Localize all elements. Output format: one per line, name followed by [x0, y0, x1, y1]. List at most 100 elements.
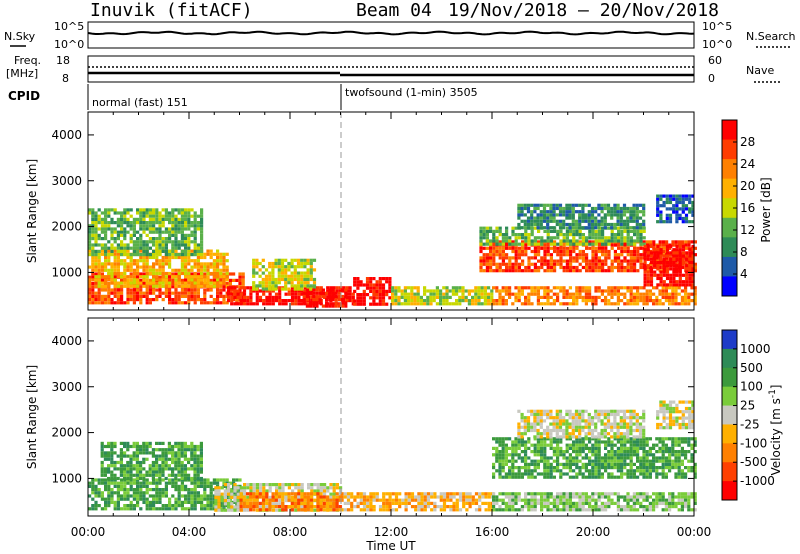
data-cell — [212, 284, 216, 288]
data-cell — [177, 497, 181, 501]
data-cell — [214, 508, 218, 512]
data-cell — [316, 495, 320, 499]
data-cell — [559, 242, 563, 246]
data-cell — [656, 204, 660, 208]
data-cell — [136, 253, 140, 257]
data-cell — [398, 501, 402, 505]
data-cell — [366, 498, 370, 502]
data-cell — [594, 246, 598, 250]
data-cell — [413, 299, 417, 303]
data-cell — [626, 259, 630, 263]
data-cell — [688, 194, 692, 198]
data-cell — [110, 457, 114, 461]
data-cell — [597, 236, 601, 240]
data-cell — [517, 242, 521, 246]
data-cell — [216, 478, 220, 482]
data-cell — [271, 295, 275, 299]
data-cell — [158, 491, 162, 495]
data-cell — [480, 302, 484, 306]
data-cell — [91, 294, 95, 298]
data-cell — [300, 483, 304, 487]
data-cell — [187, 491, 191, 495]
data-cell — [158, 278, 162, 282]
data-cell — [258, 268, 262, 272]
data-cell — [546, 249, 550, 254]
data-cell — [245, 505, 250, 509]
data-cell — [233, 302, 237, 306]
data-cell — [281, 299, 285, 303]
data-cell — [514, 269, 518, 273]
data-cell — [168, 230, 172, 234]
data-cell — [91, 221, 95, 225]
data-cell — [296, 265, 301, 269]
data-cell — [353, 299, 357, 303]
data-cell — [524, 269, 528, 273]
data-cell — [214, 486, 218, 490]
data-cell — [656, 213, 660, 217]
data-cell — [426, 492, 431, 496]
data-cell — [665, 200, 669, 205]
data-cell — [620, 299, 624, 303]
data-cell — [126, 467, 130, 471]
data-cell — [685, 280, 689, 284]
data-cell — [403, 292, 407, 296]
data-cell — [617, 233, 621, 237]
data-cell — [323, 486, 327, 490]
data-cell — [132, 291, 136, 295]
data-cell — [423, 292, 427, 296]
data-cell — [581, 206, 585, 211]
data-cell — [413, 302, 417, 306]
data-cell — [161, 441, 165, 445]
data-cell — [158, 497, 162, 501]
data-cell — [498, 443, 502, 447]
data-cell — [116, 500, 120, 504]
data-cell — [307, 483, 311, 487]
data-cell — [148, 464, 152, 468]
data-cell — [362, 299, 366, 303]
data-cell — [113, 281, 117, 285]
data-cell — [404, 495, 408, 499]
data-cell — [145, 275, 149, 279]
data-cell — [517, 262, 521, 266]
data-cell — [300, 258, 304, 262]
data-cell — [129, 457, 133, 461]
data-cell — [626, 233, 630, 237]
data-cell — [633, 233, 637, 237]
data-cell — [479, 262, 483, 266]
data-cell — [636, 236, 640, 240]
data-cell — [639, 292, 643, 296]
data-cell — [180, 504, 184, 508]
data-cell — [216, 301, 220, 305]
data-cell — [313, 505, 317, 509]
data-cell — [216, 288, 220, 292]
data-cell — [113, 507, 117, 511]
data-cell — [94, 278, 98, 282]
data-cell — [659, 254, 663, 258]
data-cell — [659, 210, 663, 214]
data-cell — [184, 227, 188, 231]
data-cell — [527, 265, 531, 270]
data-cell — [684, 216, 689, 221]
data-cell — [239, 489, 243, 493]
data-cell — [610, 213, 614, 217]
data-cell — [345, 299, 349, 303]
data-cell — [661, 292, 665, 296]
nsky-trace — [87, 30, 695, 36]
data-cell — [193, 291, 197, 295]
data-cell — [633, 239, 637, 243]
data-cell — [391, 508, 395, 512]
data-cell — [350, 501, 354, 505]
data-cell — [559, 233, 563, 237]
data-cell — [688, 220, 692, 224]
data-cell — [530, 203, 534, 207]
data-cell — [148, 504, 152, 508]
power-colorbar-label: Power [dB] — [759, 177, 773, 242]
data-cell — [562, 236, 566, 240]
data-cell — [139, 214, 143, 218]
data-cell — [356, 293, 360, 297]
data-cell — [284, 492, 288, 496]
data-cell — [562, 213, 566, 217]
data-cell — [110, 221, 114, 225]
data-cell — [252, 261, 256, 266]
data-cell — [565, 226, 569, 230]
